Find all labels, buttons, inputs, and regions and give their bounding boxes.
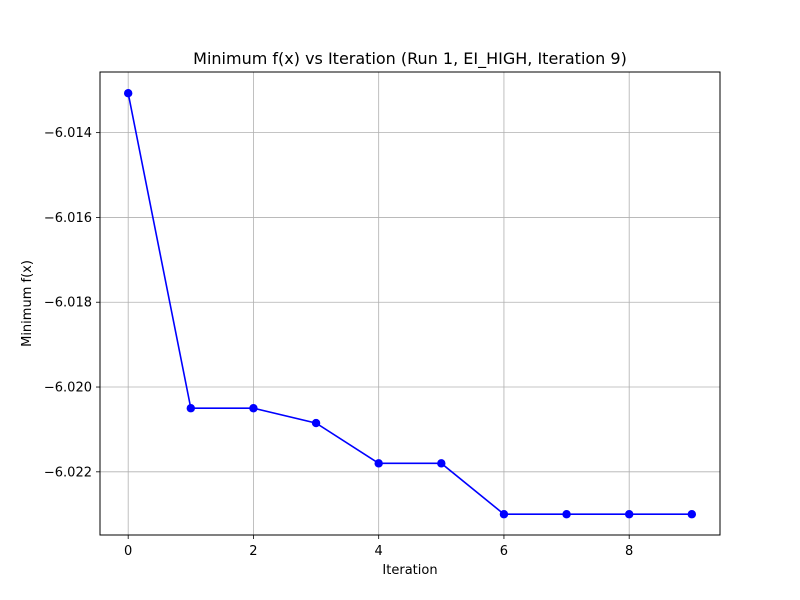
- data-point: [186, 404, 196, 413]
- y-tick-label: −6.020: [44, 381, 92, 396]
- data-point: [562, 510, 571, 519]
- chart-title: Minimum f(x) vs Iteration (Run 1, EI_HIG…: [193, 49, 627, 69]
- data-point: [249, 404, 258, 413]
- x-tick-label: 4: [375, 544, 383, 559]
- data-point: [437, 459, 446, 468]
- y-tick-label: −6.016: [44, 211, 92, 226]
- grid: [100, 72, 720, 535]
- data-series: [123, 88, 697, 519]
- x-axis-label: Iteration: [382, 563, 437, 578]
- data-point: [624, 510, 634, 519]
- x-tick-label: 8: [625, 544, 633, 559]
- x-tick-label: 6: [500, 544, 508, 559]
- y-tick-label: −6.018: [44, 296, 92, 311]
- axis-ticks: 0 2 4 6 8 −6.014 −6.016 −6.018 −6.020 −6.022: [44, 126, 633, 559]
- data-point: [499, 510, 509, 519]
- y-tick-label: −6.022: [44, 465, 92, 480]
- data-point: [687, 510, 697, 519]
- x-tick-label: 0: [124, 544, 132, 559]
- y-axis-label: Minimum f(x): [20, 260, 35, 347]
- x-tick-label: 2: [249, 544, 257, 559]
- plot-area-frame: [99, 71, 721, 536]
- y-tick-label: −6.014: [44, 126, 92, 141]
- data-point: [311, 418, 321, 428]
- data-point: [374, 459, 383, 468]
- series-line: [127, 93, 692, 516]
- data-point: [123, 88, 133, 98]
